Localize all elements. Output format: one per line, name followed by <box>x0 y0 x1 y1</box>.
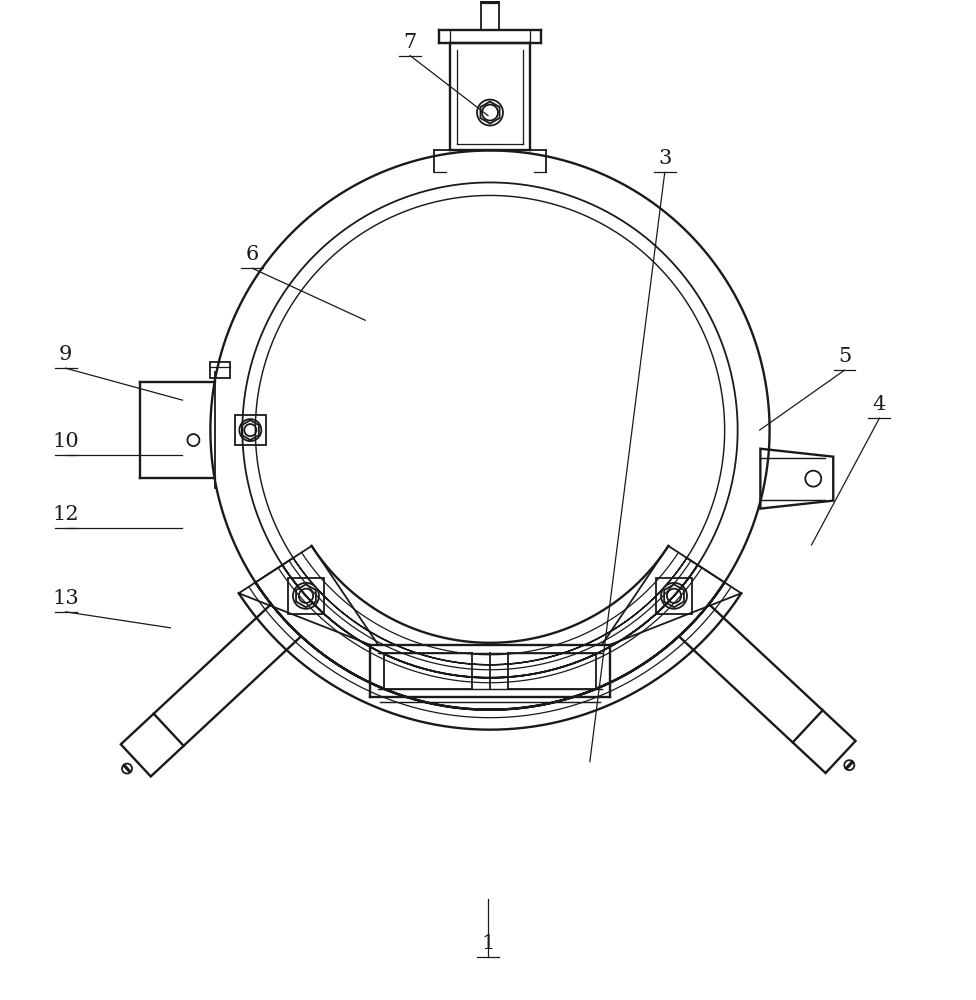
Text: 3: 3 <box>658 149 671 168</box>
Bar <box>656 578 692 614</box>
Bar <box>235 415 265 445</box>
Text: 9: 9 <box>59 345 72 364</box>
Text: 10: 10 <box>53 432 79 451</box>
Text: 5: 5 <box>837 347 851 366</box>
Text: 6: 6 <box>246 245 259 264</box>
Text: 4: 4 <box>873 395 886 414</box>
Text: 12: 12 <box>53 505 79 524</box>
Text: 13: 13 <box>53 589 79 608</box>
Text: 7: 7 <box>403 33 417 52</box>
Bar <box>288 578 324 614</box>
Text: 1: 1 <box>481 934 495 953</box>
